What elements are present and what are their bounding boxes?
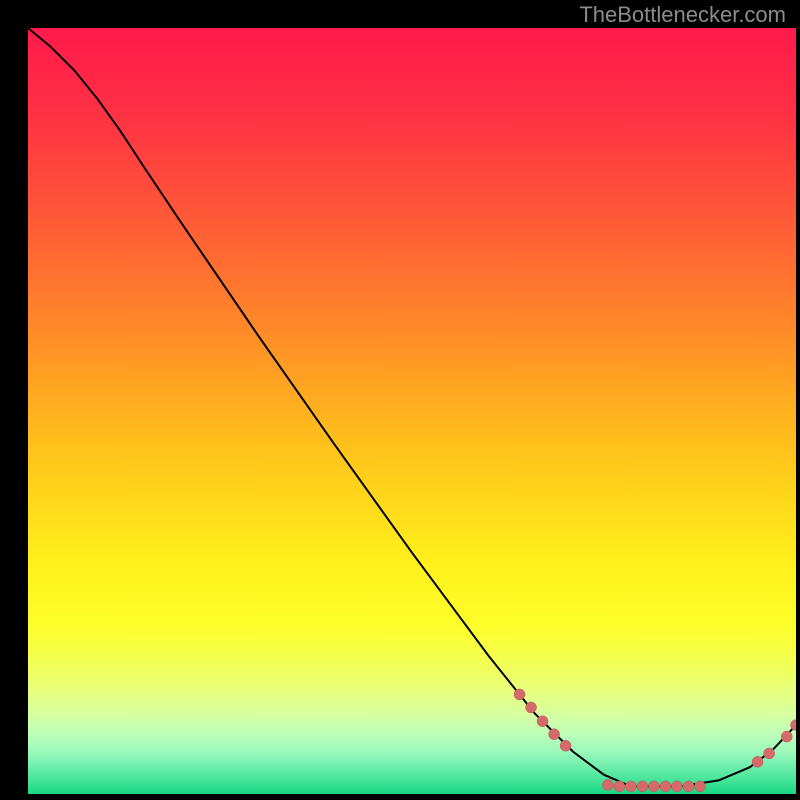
marker-point bbox=[549, 729, 560, 740]
marker-point bbox=[537, 716, 548, 727]
marker-point bbox=[648, 781, 659, 792]
marker-point bbox=[764, 748, 775, 759]
marker-point bbox=[671, 781, 682, 792]
marker-point bbox=[560, 740, 571, 751]
chart-svg bbox=[28, 28, 796, 794]
marker-point bbox=[637, 781, 648, 792]
marker-point bbox=[526, 702, 537, 713]
marker-point bbox=[752, 756, 763, 767]
marker-point bbox=[660, 781, 671, 792]
marker-point bbox=[683, 781, 694, 792]
chart-background bbox=[28, 28, 796, 794]
marker-point bbox=[614, 781, 625, 792]
marker-point bbox=[514, 689, 525, 700]
watermark-text: TheBottlenecker.com bbox=[579, 2, 786, 28]
marker-point bbox=[602, 779, 613, 790]
chart-plot-area bbox=[28, 28, 796, 794]
marker-point bbox=[695, 781, 706, 792]
marker-point bbox=[781, 731, 792, 742]
marker-point bbox=[625, 781, 636, 792]
